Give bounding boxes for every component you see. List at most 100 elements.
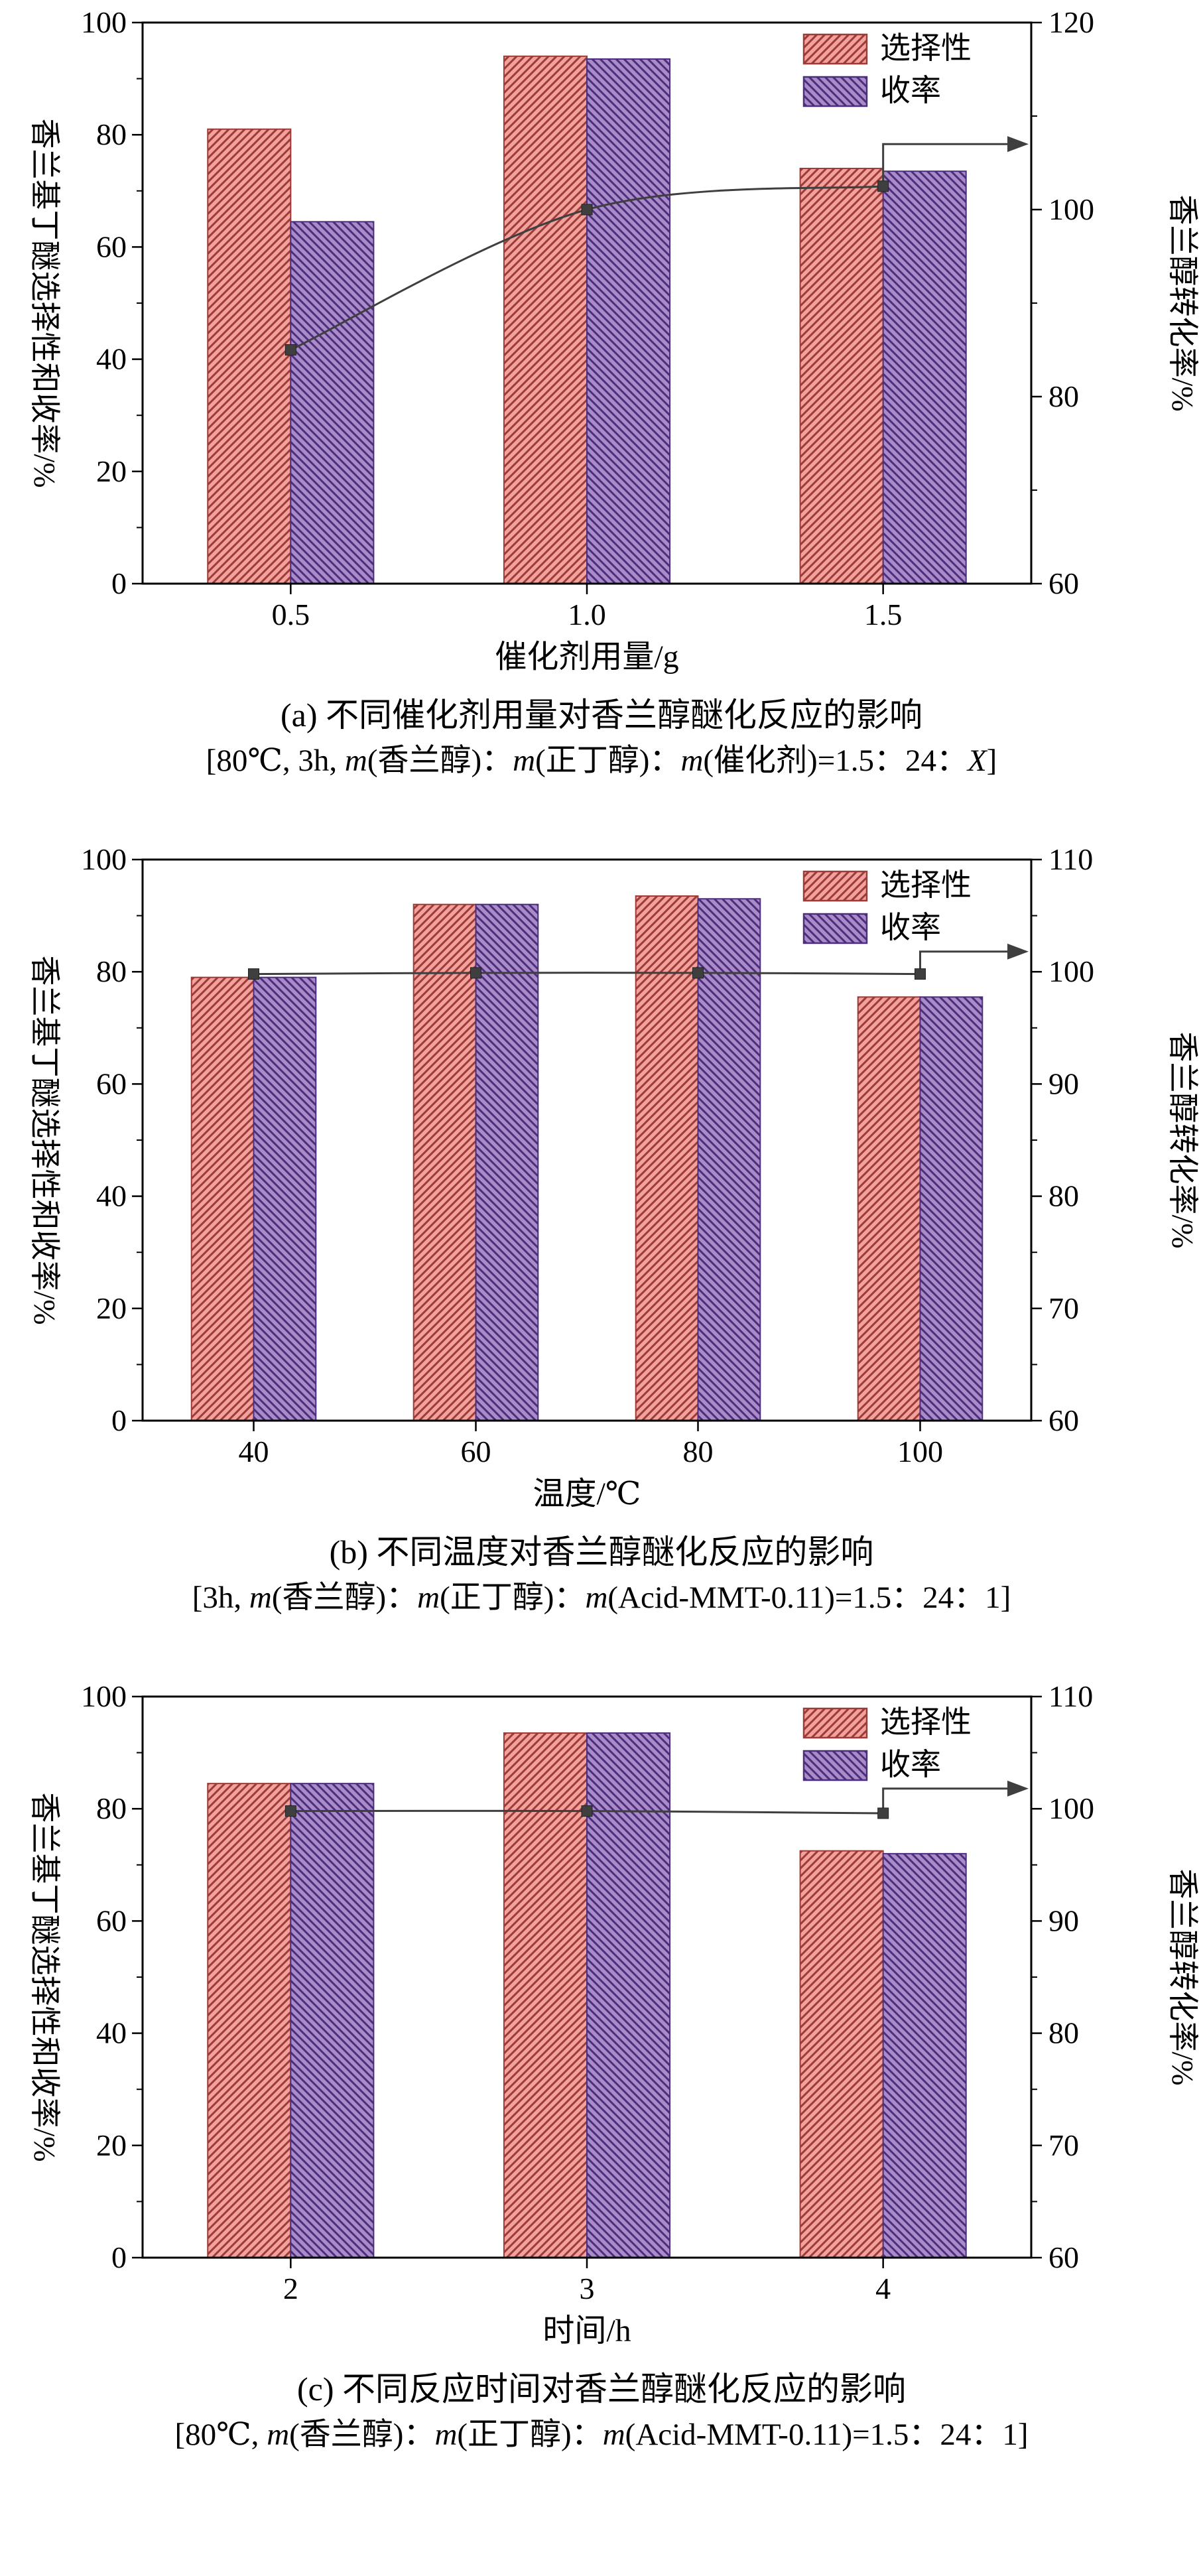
bar-yield: [253, 976, 317, 1422]
right-tick-label: 60: [1048, 1403, 1079, 1437]
conditions-text: (香兰醇)：: [289, 2417, 435, 2452]
left-axis-title: 香兰基丁醚选择性和收率/%: [28, 955, 62, 1324]
conditions-italic-symbol: m: [602, 2417, 625, 2452]
x-axis-title: 催化剂用量/g: [495, 639, 678, 675]
conversion-marker: [581, 1805, 593, 1817]
bar-selectivity: [799, 167, 884, 584]
conditions-text: ]: [986, 743, 997, 778]
conversion-marker: [470, 967, 481, 979]
bar-yield: [919, 996, 983, 1421]
chart-b: 0 20 40 60 80 100 60 70 80 90 100 110 40 60 80 100 温度/℃ 香…: [28, 845, 1200, 1512]
bar-selectivity: [190, 976, 255, 1422]
conditions-italic-symbol: m: [344, 743, 367, 778]
legend-swatch-yield: [802, 76, 868, 107]
bar-yield: [882, 170, 967, 584]
left-tick-label: 20: [96, 1291, 127, 1325]
legend-label-yield: 收率: [880, 1748, 941, 1781]
left-tick-label: 40: [96, 2016, 127, 2050]
conversion-marker: [877, 1807, 889, 1819]
bar-yield: [697, 898, 761, 1422]
left-tick-label: 0: [111, 2240, 127, 2274]
right-axis-title: 香兰醇转化率/%: [1166, 1868, 1200, 2085]
left-tick-label: 100: [81, 845, 127, 876]
conditions-text: (香兰醇)：: [367, 743, 513, 778]
bar-selectivity: [412, 903, 477, 1422]
right-axis-title: 香兰醇转化率/%: [1166, 1031, 1200, 1248]
left-tick-label: 100: [81, 8, 127, 39]
conversion-marker: [915, 968, 926, 980]
left-tick-label: 40: [96, 342, 127, 376]
bar-selectivity: [635, 895, 699, 1422]
conversion-line: [253, 972, 920, 976]
panel-c: 0 20 40 60 80 100 60 70 80 90 100 110 2 3 4 时间/h 香兰基丁醚选择…: [0, 1682, 1203, 2455]
x-tick-label: 40: [239, 1435, 269, 1468]
x-tick-label: 3: [580, 2272, 595, 2305]
right-tick-label: 100: [1048, 192, 1094, 226]
right-axis-title: 香兰醇转化率/%: [1166, 194, 1200, 411]
conversion-marker: [285, 1805, 296, 1817]
caption-c: (c) 不同反应时间对香兰醇醚化反应的影响: [297, 2370, 906, 2408]
left-axis-title: 香兰基丁醚选择性和收率/%: [28, 1792, 62, 2161]
conditions-text: [80℃, 3h,: [206, 743, 345, 778]
bar-yield: [882, 1852, 967, 2258]
conditions-italic-symbol: m: [585, 1580, 608, 1615]
x-tick-label: 1.0: [568, 598, 606, 631]
x-tick-label: 1.5: [864, 598, 903, 631]
x-axis-title: 温度/℃: [533, 1476, 641, 1512]
legend-label-selectivity: 选择性: [880, 868, 972, 902]
left-tick-label: 40: [96, 1179, 127, 1213]
caption-b: (b) 不同温度对香兰醇醚化反应的影响: [329, 1533, 874, 1571]
bar-selectivity: [857, 996, 921, 1421]
right-tick-label: 70: [1048, 2128, 1079, 2162]
left-axis-title: 香兰基丁醚选择性和收率/%: [28, 118, 62, 487]
left-tick-label: 0: [111, 566, 127, 600]
conversion-marker: [248, 968, 259, 980]
right-tick-label: 80: [1048, 379, 1079, 413]
right-tick-label: 70: [1048, 1291, 1079, 1325]
right-arrow-head: [1007, 943, 1029, 960]
conditions-text: (正丁醇)：: [440, 1580, 586, 1615]
axis-pointer-line: [919, 950, 1025, 974]
legend-swatch-yield: [802, 1750, 868, 1781]
x-tick-label: 4: [875, 2272, 891, 2305]
bar-yield: [586, 58, 671, 585]
bar-yield: [290, 221, 375, 584]
conditions-text: [80℃,: [174, 2417, 267, 2452]
conditions-text: (正丁醇)：: [457, 2417, 603, 2452]
conditions-text: (Acid-MMT-0.11)=1.5：24：1]: [607, 1580, 1011, 1615]
left-tick-label: 60: [96, 1066, 127, 1100]
conditions-c: [80℃, m(香兰醇)：m(正丁醇)：m(Acid-MMT-0.11)=1.5…: [0, 2414, 1203, 2455]
conditions-b: [3h, m(香兰醇)：m(正丁醇)：m(Acid-MMT-0.11)=1.5：…: [0, 1577, 1203, 1618]
right-arrow-head: [1007, 1780, 1029, 1797]
legend-swatch-selectivity: [802, 870, 868, 902]
conditions-italic-symbol: m: [513, 743, 536, 778]
legend-swatch-selectivity: [802, 1707, 868, 1739]
panel-a: 0 20 40 60 80 100 60 80 100 120 0.5 1.0 1.5 催化剂用量/g 香兰…: [0, 8, 1203, 781]
conditions-italic-symbol: m: [417, 1580, 440, 1615]
conditions-text: (正丁醇)：: [535, 743, 681, 778]
conditions-italic-symbol: m: [267, 2417, 290, 2452]
chart-a: 0 20 40 60 80 100 60 80 100 120 0.5 1.0 1.5 催化剂用量/g 香兰…: [28, 8, 1200, 675]
right-tick-label: 80: [1048, 2016, 1079, 2050]
left-tick-label: 20: [96, 2128, 127, 2162]
x-tick-label: 100: [897, 1435, 943, 1468]
conditions-italic-symbol: X: [967, 743, 987, 778]
bar-yield: [586, 1732, 671, 2259]
right-tick-label: 60: [1048, 566, 1079, 600]
legend-label-selectivity: 选择性: [880, 1705, 972, 1739]
legend-label-yield: 收率: [880, 911, 941, 944]
legend-swatch-yield: [802, 913, 868, 944]
conversion-marker: [581, 204, 593, 216]
conditions-italic-symbol: m: [680, 743, 704, 778]
right-tick-label: 80: [1048, 1179, 1079, 1213]
conversion-marker: [285, 344, 296, 355]
conditions-text: [3h,: [192, 1580, 249, 1615]
bar-yield: [475, 903, 539, 1422]
conditions-italic-symbol: m: [434, 2417, 458, 2452]
x-tick-label: 2: [283, 2272, 298, 2305]
conditions-text: (催化剂)=1.5：24：: [703, 743, 968, 778]
x-tick-label: 60: [461, 1435, 491, 1468]
panel-b: 0 20 40 60 80 100 60 70 80 90 100 110 40 60 80 100 温度/℃ 香…: [0, 845, 1203, 1618]
bar-selectivity: [207, 128, 292, 585]
right-tick-label: 100: [1048, 954, 1094, 988]
